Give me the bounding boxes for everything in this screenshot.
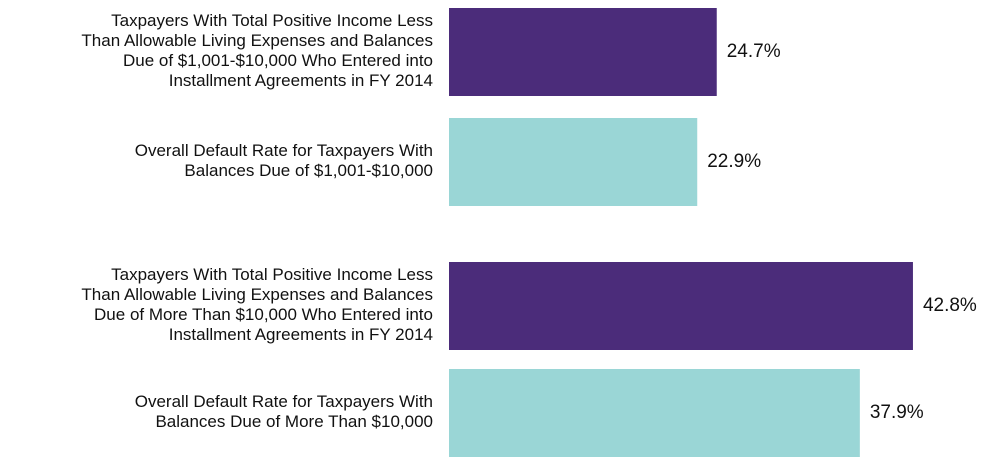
value-label: 22.9%: [707, 151, 761, 172]
value-label: 42.8%: [923, 295, 977, 316]
bar: [449, 118, 698, 206]
value-label: 37.9%: [870, 402, 924, 423]
value-label: 24.7%: [727, 41, 781, 62]
bar: [449, 369, 860, 457]
category-label: Taxpayers With Total Positive Income Les…: [81, 265, 433, 344]
bar: [449, 262, 913, 350]
category-label: Overall Default Rate for Taxpayers With B…: [135, 141, 433, 180]
category-label: Taxpayers With Total Positive Income Les…: [81, 11, 433, 90]
category-label: Overall Default Rate for Taxpayers With B…: [135, 392, 433, 431]
bar: [449, 8, 717, 96]
